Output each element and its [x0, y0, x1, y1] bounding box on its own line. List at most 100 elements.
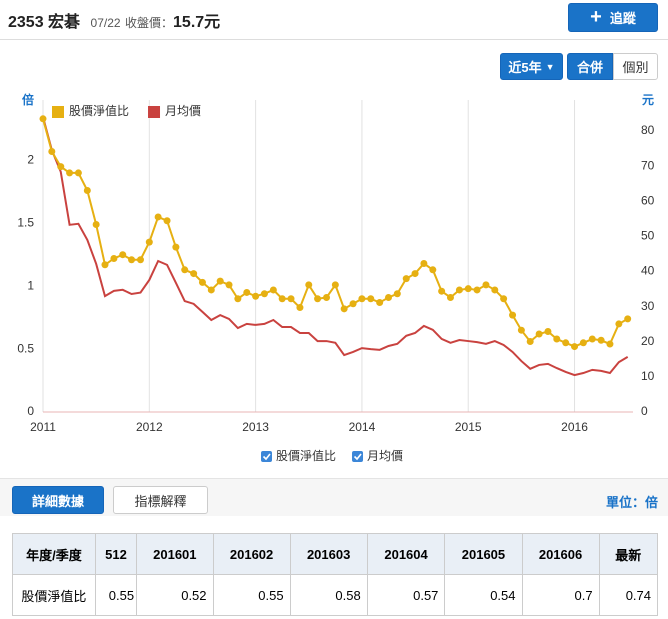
point: [571, 343, 579, 351]
point: [101, 261, 109, 269]
stock-title: 2353 宏碁 07/22 收盤價：15.7元: [8, 8, 220, 32]
point: [482, 281, 490, 289]
y2-tick-label: 60: [641, 193, 655, 207]
point: [384, 293, 392, 301]
point: [553, 335, 561, 343]
point: [517, 326, 525, 334]
point: [145, 238, 153, 246]
cell: 0.57: [366, 574, 446, 616]
point: [429, 266, 437, 274]
x-tick-label: 2016: [561, 420, 588, 434]
header-row: 年度/季度 512 201601 201602 201603 201604 201605 20…: [12, 533, 659, 575]
checkbox: [261, 451, 272, 462]
point: [526, 338, 534, 346]
header-cell: 201606: [521, 533, 600, 575]
y-tick-label: 1: [27, 278, 34, 292]
point: [349, 300, 357, 308]
bottom-legend-label: 月均價: [367, 449, 403, 463]
point: [446, 293, 454, 301]
x-tick-label: 2014: [349, 420, 376, 434]
point: [438, 287, 446, 295]
point: [464, 285, 472, 293]
point: [225, 281, 233, 289]
point: [39, 115, 47, 123]
bottom-legend-item[interactable]: 股價淨值比: [261, 448, 336, 463]
point: [74, 169, 82, 177]
range-dropdown[interactable]: 近5年 ▼: [500, 53, 563, 80]
point: [163, 217, 171, 225]
bottom-legend-item[interactable]: 月均價: [352, 449, 403, 463]
point: [252, 292, 260, 300]
y-axis-label: 倍: [22, 92, 34, 107]
cell: 0.54: [444, 574, 523, 616]
tab-bar: [0, 478, 668, 516]
point: [615, 320, 623, 328]
consolidated-button[interactable]: 合併: [567, 53, 613, 80]
point: [491, 286, 499, 294]
header-cell: 201601: [136, 533, 214, 575]
point: [340, 305, 348, 313]
point: [92, 221, 100, 229]
series-line: [42, 118, 629, 348]
point: [535, 330, 543, 338]
point: [66, 169, 74, 177]
y2-tick-label: 50: [641, 229, 655, 243]
check: [353, 453, 362, 461]
point: [296, 304, 304, 312]
close-label: 收盤價：: [125, 16, 174, 30]
individual-button[interactable]: 個別: [613, 53, 658, 80]
legend-swatch: [52, 106, 64, 118]
range-label: 近5年: [508, 60, 542, 75]
y2-tick-label: 20: [641, 334, 655, 348]
x-tick-label: 2015: [455, 420, 482, 434]
point: [287, 295, 295, 303]
point: [48, 148, 56, 156]
header-cell: 201604: [366, 533, 446, 575]
y2-axis-label: 元: [642, 93, 654, 107]
cell: 0.55: [212, 574, 291, 616]
point: [367, 295, 375, 303]
point: [323, 293, 331, 301]
legend-label: 月均價: [165, 104, 201, 118]
explain-tab[interactable]: 指標解釋: [113, 486, 208, 514]
header-cell: 201605: [444, 533, 523, 575]
checkbox: [352, 451, 364, 462]
header-cell: 201602: [212, 533, 291, 575]
cell: 0.52: [136, 574, 214, 616]
follow-button[interactable]: + 追蹤: [568, 3, 658, 32]
point: [473, 286, 481, 294]
y2-tick-label: 80: [641, 123, 655, 137]
legend-item: 股價淨值比: [52, 103, 129, 118]
point: [376, 299, 384, 307]
point: [402, 275, 410, 283]
point: [455, 286, 463, 294]
point: [83, 187, 91, 195]
point: [606, 340, 614, 348]
point: [198, 278, 206, 286]
date: 07/22: [90, 16, 121, 30]
x-tick-label: 2011: [30, 420, 56, 434]
y2-tick-label: 10: [641, 369, 655, 383]
stock-code: 2353: [8, 14, 44, 31]
point: [119, 251, 127, 259]
point: [588, 335, 596, 343]
header-bar: [0, 0, 668, 40]
y-tick-label: 0.5: [17, 341, 34, 355]
detail-tab[interactable]: 詳細數據: [12, 486, 104, 514]
point: [207, 286, 215, 294]
cell: 0.7: [521, 574, 600, 616]
point: [128, 256, 136, 264]
cell: 0.58: [289, 574, 368, 616]
x-tick-label: 2013: [242, 420, 269, 434]
cell: 股價淨值比: [12, 574, 96, 616]
point: [411, 270, 419, 278]
unit-label: 單位：倍: [605, 495, 658, 510]
point: [314, 295, 322, 303]
point: [260, 290, 268, 298]
data-table: 年度/季度 512 201601 201602 201603 201604 201605 20…: [12, 533, 659, 616]
stock-name: 宏碁: [48, 14, 81, 31]
point: [216, 277, 224, 285]
point: [597, 336, 605, 344]
y2-tick-label: 70: [641, 158, 655, 172]
header-cell: 最新: [598, 533, 659, 575]
